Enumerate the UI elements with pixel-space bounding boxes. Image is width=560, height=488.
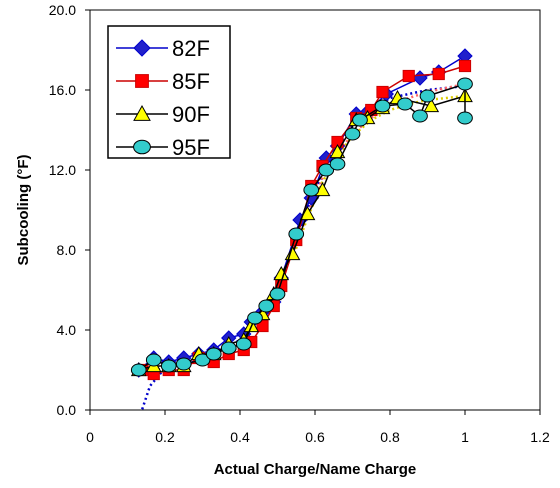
legend-item-95F: 95F (116, 135, 210, 160)
data-point (235, 337, 252, 351)
y-tick-label: 8.0 (57, 242, 77, 258)
data-point (220, 341, 237, 355)
data-point (458, 59, 472, 73)
x-tick-label: 0 (86, 429, 94, 445)
legend-label: 85F (172, 69, 210, 94)
data-point (194, 353, 211, 367)
data-point (288, 227, 305, 241)
data-point (318, 163, 335, 177)
data-point (269, 287, 286, 301)
y-tick-label: 12.0 (49, 162, 76, 178)
data-point (258, 299, 275, 313)
data-point (256, 319, 269, 333)
y-axis-title: Subcooling (°F) (15, 155, 32, 266)
data-point (457, 111, 473, 125)
y-tick-label: 4.0 (57, 322, 77, 338)
data-point (419, 89, 436, 103)
legend: 82F 85F 90F 95F (107, 25, 231, 160)
data-point (432, 67, 445, 81)
series-95F (130, 77, 473, 377)
x-tick-label: 0.4 (230, 429, 250, 445)
x-axis-title: Actual Charge/Name Charge (214, 461, 417, 478)
data-point (133, 39, 151, 57)
legend-item-85F: 85F (116, 69, 210, 94)
data-point (402, 69, 415, 83)
data-point (145, 353, 162, 367)
legend-label: 90F (172, 102, 210, 127)
data-point (160, 359, 177, 373)
data-point (303, 183, 320, 197)
data-point (135, 74, 149, 88)
legend-box (107, 25, 231, 159)
legend-item-90F: 90F (116, 102, 210, 127)
x-tick-label: 1.2 (530, 429, 550, 445)
series-layer (130, 48, 473, 381)
data-point (457, 77, 473, 91)
data-point (205, 347, 222, 361)
data-point (247, 311, 263, 325)
data-point (374, 99, 391, 113)
y-tick-label: 20.0 (49, 2, 76, 18)
data-point (352, 113, 368, 127)
x-tick-label: 0.6 (305, 429, 325, 445)
data-point (412, 109, 428, 123)
data-point (133, 104, 151, 121)
legend-label: 82F (172, 36, 210, 61)
data-point (175, 357, 192, 371)
data-point (133, 139, 151, 155)
data-point (329, 157, 346, 171)
legend-label: 95F (172, 135, 210, 160)
data-point (423, 97, 440, 113)
legend-item-82F: 82F (116, 36, 210, 61)
data-point (397, 97, 413, 111)
x-tick-label: 0.2 (155, 429, 175, 445)
data-point (376, 85, 389, 99)
y-tick-label: 0.0 (57, 402, 77, 418)
axes: 0 0.2 0.4 0.6 0.8 1 1.2 0.0 4.0 8.0 12.0 16.0 20.0 (49, 2, 550, 445)
y-tick-label: 16.0 (49, 82, 76, 98)
x-tick-label: 1 (461, 429, 469, 445)
x-tick-label: 0.8 (380, 429, 400, 445)
data-point (344, 127, 361, 141)
data-point (130, 363, 147, 377)
